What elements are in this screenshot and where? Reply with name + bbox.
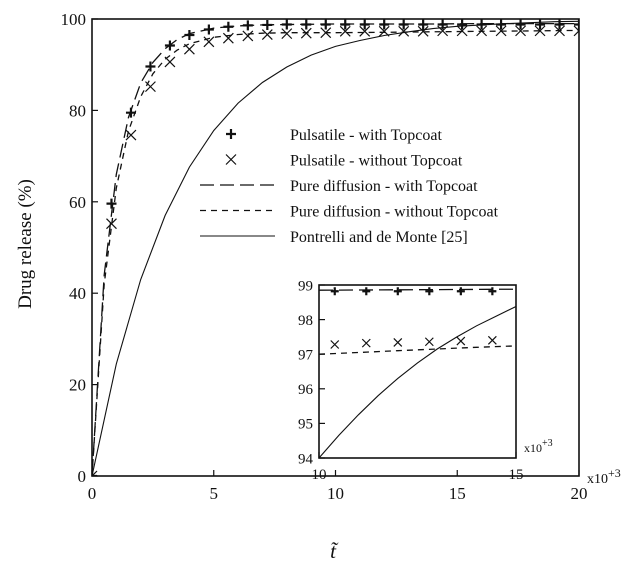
x-scale-note-exponent: +3	[542, 438, 553, 449]
x-marker-16	[398, 25, 410, 37]
plus-marker-0	[330, 287, 339, 296]
plus-marker-22	[515, 19, 526, 30]
y-tick-label-5: 99	[298, 278, 313, 294]
x-marker-4	[456, 336, 466, 346]
y-tick-label-0: 0	[78, 467, 87, 486]
x-marker-14	[359, 25, 371, 37]
y-tick-label-2: 96	[298, 382, 314, 398]
x-scale-note: x10+3	[524, 438, 553, 455]
plus-marker-3	[145, 61, 156, 72]
y-tick-label-5: 100	[61, 10, 87, 29]
x-marker-2	[125, 129, 137, 141]
plus-marker-3	[425, 287, 434, 296]
plus-marker-1	[362, 287, 371, 296]
x-marker-8	[242, 30, 254, 42]
plus-marker-2	[393, 287, 402, 296]
plus-marker-23	[535, 19, 546, 30]
series-markers-0	[330, 287, 497, 296]
x-marker-9	[261, 29, 273, 40]
x-marker-2	[393, 338, 403, 347]
x-axis-label: t̃	[330, 539, 339, 563]
legend-label-3: Pure diffusion - without Topcoat	[290, 204, 499, 221]
series-group	[92, 19, 579, 476]
x-tick-label-0: 10	[312, 467, 327, 483]
legend-label-4: Pontrelli and de Monte [25]	[290, 229, 468, 246]
series-markers-1	[330, 335, 497, 349]
series-group	[319, 287, 516, 458]
y-tick-label-0: 94	[298, 451, 314, 467]
x-marker-17	[417, 25, 429, 37]
x-marker-6	[203, 36, 215, 48]
x-tick-label-4: 20	[571, 484, 588, 503]
x-tick-label-3: 15	[449, 484, 466, 503]
series-line-2	[92, 22, 579, 476]
plus-marker-4	[456, 287, 465, 296]
x-marker-1	[361, 338, 371, 348]
x-marker-0	[92, 470, 98, 476]
y-tick-label-3: 60	[69, 193, 86, 212]
series-line-4	[319, 306, 516, 458]
x-tick-label-0: 0	[88, 484, 97, 503]
y-tick-label-1: 95	[298, 417, 313, 433]
x-marker-1	[225, 154, 237, 165]
x-marker-7	[222, 32, 234, 44]
plot-background	[319, 285, 516, 458]
x-marker-3	[424, 337, 434, 347]
y-tick-label-3: 97	[298, 347, 314, 363]
main-plot-area: 0 5 10 15 20 0 20 40 60 80 100 x10+3	[61, 10, 621, 503]
y-tick-label-2: 40	[69, 284, 86, 303]
plus-marker-0	[226, 129, 236, 139]
legend-label-0: Pulsatile - with Topcoat	[290, 127, 442, 144]
y-tick-label-4: 98	[298, 313, 313, 329]
x-marker-3	[145, 81, 156, 93]
x-marker-13	[339, 25, 351, 37]
plus-marker-5	[488, 287, 497, 296]
plus-marker-19	[457, 19, 468, 30]
inset-plot-area: 10 15 94 95 96 97 98 99 x10+3	[298, 278, 553, 483]
plot-frame	[318, 284, 517, 459]
series-line-2	[319, 288, 516, 291]
x-tick-label-1: 5	[210, 484, 219, 503]
x-marker-23	[534, 25, 546, 37]
plus-marker-1	[106, 198, 117, 209]
y-tick-label-4: 80	[69, 101, 86, 120]
x-tick-label-2: 10	[327, 484, 344, 503]
series-line-4	[92, 20, 579, 476]
x-marker-10	[281, 28, 293, 40]
y-tick-label-1: 20	[69, 376, 86, 395]
x-scale-note: x10+3	[587, 466, 621, 487]
y-axis-label: Drug release (%)	[15, 179, 36, 309]
legend-label-2: Pure diffusion - with Topcoat	[290, 178, 478, 195]
x-marker-5	[487, 335, 497, 345]
x-marker-25	[573, 25, 579, 37]
x-tick-label-1: 15	[509, 467, 524, 483]
legend-label-1: Pulsatile - without Topcoat	[290, 153, 463, 170]
plus-marker-25	[574, 19, 579, 30]
x-marker-0	[330, 340, 340, 349]
legend: Pulsatile - with Topcoat Pulsatile - with…	[200, 127, 499, 246]
x-marker-22	[515, 25, 526, 37]
x-scale-note-exponent: +3	[608, 466, 621, 480]
